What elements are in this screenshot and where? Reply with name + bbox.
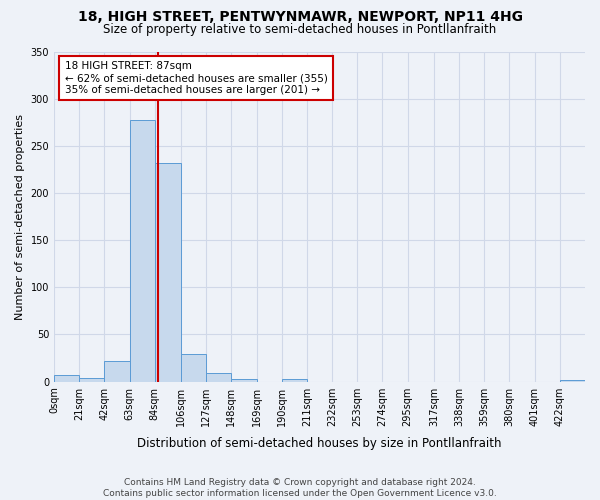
Bar: [282, 379, 307, 382]
Text: Size of property relative to semi-detached houses in Pontllanfraith: Size of property relative to semi-detach…: [103, 22, 497, 36]
Y-axis label: Number of semi-detached properties: Number of semi-detached properties: [15, 114, 25, 320]
Bar: [54, 375, 79, 382]
Bar: [79, 378, 104, 382]
Bar: [130, 120, 155, 382]
Bar: [155, 163, 181, 382]
Text: 18 HIGH STREET: 87sqm
← 62% of semi-detached houses are smaller (355)
35% of sem: 18 HIGH STREET: 87sqm ← 62% of semi-deta…: [65, 62, 328, 94]
Bar: [104, 361, 130, 382]
Bar: [560, 380, 585, 382]
Text: 18, HIGH STREET, PENTWYNMAWR, NEWPORT, NP11 4HG: 18, HIGH STREET, PENTWYNMAWR, NEWPORT, N…: [77, 10, 523, 24]
Bar: [181, 354, 206, 382]
Bar: [232, 379, 257, 382]
X-axis label: Distribution of semi-detached houses by size in Pontllanfraith: Distribution of semi-detached houses by …: [137, 437, 502, 450]
Text: Contains HM Land Registry data © Crown copyright and database right 2024.
Contai: Contains HM Land Registry data © Crown c…: [103, 478, 497, 498]
Bar: [206, 373, 232, 382]
